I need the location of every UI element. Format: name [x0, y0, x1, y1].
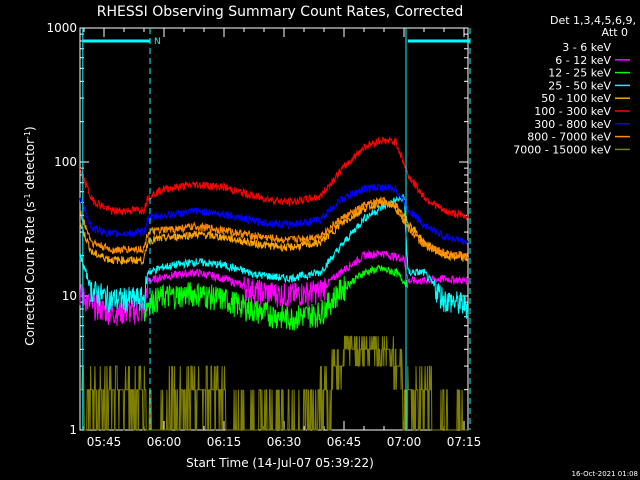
y-tick-label: 1 — [69, 423, 77, 437]
series-line-300to800keV — [79, 182, 469, 245]
y-tick-label: 1000 — [46, 21, 77, 35]
chart-title: RHESSI Observing Summary Count Rates, Co… — [97, 4, 463, 20]
legend-entry-label: 3 - 6 keV — [562, 41, 611, 54]
series-line-25to50keV — [79, 194, 469, 319]
series-line-100to300keV — [79, 136, 469, 221]
x-tick-label: 06:15 — [207, 435, 242, 449]
x-tick-label: 07:00 — [387, 435, 422, 449]
legend-entry-label: 12 - 25 keV — [548, 67, 611, 80]
series-line-7000to15000keV — [80, 335, 468, 431]
x-tick-label: 06:30 — [267, 435, 302, 449]
series-line-12to25keV — [143, 264, 408, 331]
legend-entry-label: 25 - 50 keV — [548, 79, 611, 92]
legend-entry-label: 100 - 300 keV — [534, 105, 611, 118]
legend-entry-label: 800 - 7000 keV — [527, 131, 611, 144]
y-axis-label: Corrected Count Rate (s-1 detector-1) — [23, 126, 37, 345]
plot-area: 1 10 100 1000 05:45 06:00 06:15 06:30 06:45 07:00… — [46, 21, 481, 449]
legend-entry-label: 50 - 100 keV — [541, 92, 611, 105]
x-tick-label: 06:45 — [327, 435, 362, 449]
x-axis-label: Start Time (14-Jul-07 05:39:22) — [186, 456, 374, 470]
legend-entry-label: 7000 - 15000 keV — [513, 143, 611, 156]
legend-header-line2: Att 0 — [602, 26, 628, 39]
legend-entry-label: 6 - 12 keV — [555, 54, 611, 67]
legend-header-line1: Det 1,3,4,5,6,9, — [550, 14, 636, 27]
series-line-50to100keV — [79, 198, 469, 266]
y-axis-label-part: ) — [23, 126, 37, 131]
footer-timestamp: 16-Oct-2021 01:08 — [572, 470, 638, 478]
y-axis-label-exponent: -1 — [23, 193, 32, 201]
x-tick-label: 07:15 — [447, 435, 482, 449]
series-line-6to12keV — [79, 249, 469, 327]
y-tick-label: 10 — [62, 289, 77, 303]
y-axis-label-part: Corrected Count Rate (s — [23, 201, 37, 345]
series-line-800to7000keV — [79, 196, 469, 260]
y-axis-label-exponent: -1 — [23, 131, 32, 139]
series-line-3to6keV — [143, 271, 408, 358]
marker-label: N — [154, 37, 161, 47]
y-axis-label-part: detector — [23, 139, 37, 194]
legend-entry-label: 300 - 800 keV — [534, 118, 611, 131]
x-tick-label: 05:45 — [87, 435, 122, 449]
x-tick-label: 06:00 — [147, 435, 182, 449]
y-tick-label: 100 — [54, 155, 77, 169]
